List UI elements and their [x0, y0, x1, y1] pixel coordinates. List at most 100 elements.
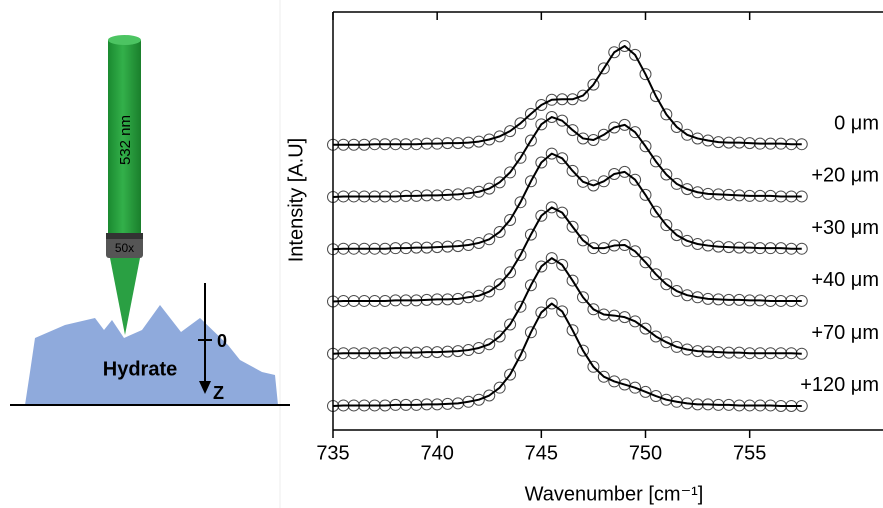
spectrum-point	[556, 206, 569, 219]
spectrum-point	[660, 336, 673, 349]
spectrum-point	[545, 252, 558, 265]
spectrum-point	[608, 239, 621, 252]
spectrum-point	[639, 385, 652, 398]
spectrum-point	[524, 175, 537, 188]
spectrum-point	[587, 78, 600, 91]
spectrum-point	[535, 306, 548, 319]
spectrum-point	[379, 138, 392, 151]
spectrum-point	[441, 188, 454, 201]
spectrum-point	[754, 347, 767, 360]
spectrum-point	[327, 138, 339, 151]
spectrum-point	[441, 345, 454, 358]
spectrum-point	[483, 182, 496, 195]
spectrum-point	[702, 345, 714, 358]
spectrum-point	[743, 294, 756, 307]
spectrum-point	[795, 399, 808, 412]
spectrum-point	[629, 381, 642, 394]
spectrum-point	[441, 240, 454, 253]
x-axis-label: Wavenumber [cm⁻¹]	[525, 483, 704, 505]
spectrum-point	[524, 279, 537, 292]
spectrum-point	[556, 93, 569, 106]
spectrum-point	[712, 346, 725, 359]
spectrum-point	[493, 330, 506, 343]
spectrum-point	[556, 152, 569, 165]
spectrum-point	[441, 293, 454, 306]
spectrum-point	[472, 289, 485, 302]
spectrum-point	[712, 136, 725, 149]
spectrum-point	[660, 108, 673, 121]
spectrum-point	[358, 138, 371, 151]
series: 0 μm	[327, 39, 879, 151]
spectrum-point	[577, 89, 589, 102]
spectrum-point	[399, 138, 412, 151]
spectrum-point	[493, 130, 506, 143]
spectrum-point	[389, 346, 402, 359]
spectrum-point	[629, 315, 642, 328]
spectrum-point	[410, 138, 423, 151]
spectrum-point	[472, 393, 485, 406]
spectrum-point	[743, 189, 756, 202]
spectrum-point	[639, 188, 652, 201]
spectrum-point	[327, 295, 339, 308]
hydrate-sample	[25, 305, 278, 405]
spectrum-point	[733, 399, 746, 412]
spectrum-point	[327, 347, 339, 360]
spectrum-point	[629, 126, 642, 139]
series-label: +120 μm	[800, 374, 879, 396]
spectrum-point	[566, 124, 579, 137]
spectrum-point	[399, 346, 412, 359]
spectrum-point	[587, 179, 600, 192]
spectrum-line	[332, 302, 802, 407]
spectrum-point	[566, 220, 579, 233]
spectrum-point	[420, 293, 433, 306]
series: +70 μm	[327, 252, 879, 360]
spectrum-point	[399, 398, 412, 411]
spectrum-point	[785, 399, 798, 412]
spectrum-point	[337, 294, 350, 307]
spectrum-point	[504, 125, 517, 138]
spectrum-point	[493, 381, 506, 394]
spectrum-point	[347, 347, 360, 360]
spectrum-point	[587, 242, 600, 255]
spectrum-point	[337, 138, 350, 151]
spectrum-point	[712, 293, 725, 306]
spectrum-point	[545, 201, 558, 214]
spectrum-point	[795, 190, 808, 203]
spectrum-point	[754, 294, 767, 307]
spectrum-point	[337, 242, 350, 255]
spectrum-point	[441, 137, 454, 150]
spectrum-point	[389, 190, 402, 203]
spectrum-point	[368, 242, 381, 255]
spectrum-point	[618, 39, 631, 52]
spectrum-point	[379, 242, 392, 255]
spectrum-point	[733, 189, 746, 202]
spectrum-point	[774, 399, 787, 412]
spectrum-point	[399, 189, 412, 202]
spectrum-point	[587, 134, 600, 147]
spectrum-point	[556, 305, 569, 318]
spectrum-point	[702, 187, 714, 200]
series-label: +30 μm	[811, 217, 879, 239]
spectrum-point	[670, 177, 683, 190]
spectrum-point	[764, 242, 777, 255]
spectrum-point	[368, 190, 381, 203]
spectrum-point	[420, 241, 433, 254]
series-label: +40 μm	[811, 269, 879, 291]
spectrum-point	[504, 213, 517, 226]
beam-top	[108, 35, 141, 45]
spectrum-point	[649, 205, 662, 218]
spectrum-point	[379, 190, 392, 203]
spectrum-point	[597, 370, 610, 383]
spectrum-point	[639, 140, 652, 153]
series-label: +70 μm	[811, 322, 879, 344]
setup-diagram: 532 nm 50x Hydrate 0 Z	[10, 0, 290, 508]
spectrum-point	[785, 138, 798, 151]
series-label: +20 μm	[811, 165, 879, 187]
spectrum-point	[764, 189, 777, 202]
spectrum-point	[764, 399, 777, 412]
spectrum-point	[754, 189, 767, 202]
spectrum-point	[566, 274, 579, 287]
spectrum-point	[681, 128, 694, 141]
